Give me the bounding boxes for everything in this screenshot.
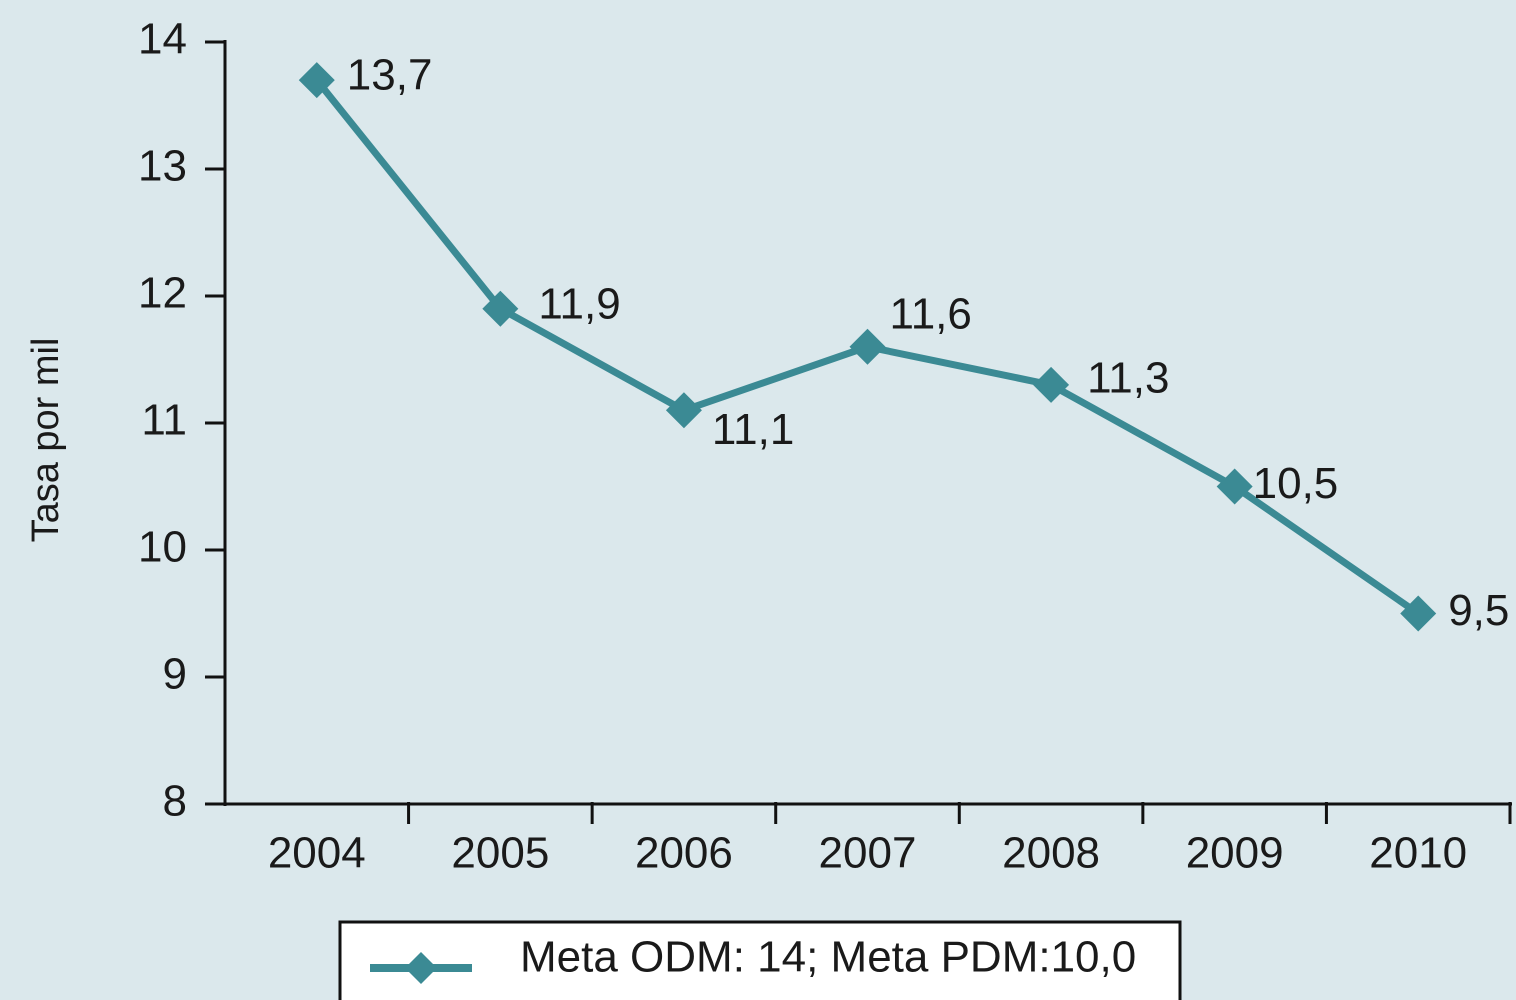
y-tick-label: 13 (138, 142, 187, 191)
x-tick-label: 2007 (819, 829, 917, 878)
x-tick-label: 2005 (451, 829, 549, 878)
data-label: 11,9 (538, 279, 620, 328)
marker (482, 290, 519, 327)
marker (1216, 468, 1253, 505)
marker (1400, 595, 1437, 632)
x-tick-label: 2009 (1186, 829, 1284, 878)
data-label: 11,3 (1087, 354, 1169, 403)
data-label: 9,5 (1448, 586, 1509, 635)
data-label: 13,7 (347, 51, 433, 100)
marker (1033, 366, 1070, 403)
y-tick-label: 14 (138, 15, 187, 64)
y-tick-label: 12 (138, 269, 187, 318)
y-tick-label: 11 (141, 396, 187, 445)
marker (298, 62, 335, 99)
y-tick-label: 9 (163, 650, 187, 699)
y-tick-label: 8 (163, 777, 187, 826)
marker (665, 392, 702, 429)
x-tick-label: 2008 (1002, 829, 1100, 878)
legend-marker (405, 952, 437, 984)
legend-label: Meta ODM: 14; Meta PDM:10,0 (520, 933, 1136, 982)
x-tick-label: 2010 (1369, 829, 1467, 878)
legend-box (338, 920, 1182, 1000)
data-label: 11,1 (712, 405, 794, 454)
y-axis-label: Tasa por mil (25, 338, 67, 543)
marker (849, 328, 886, 365)
y-tick-label: 10 (138, 523, 187, 572)
data-label: 10,5 (1253, 459, 1339, 508)
x-tick-label: 2006 (635, 829, 733, 878)
x-tick-label: 2004 (268, 829, 366, 878)
data-label: 11,6 (890, 289, 972, 338)
